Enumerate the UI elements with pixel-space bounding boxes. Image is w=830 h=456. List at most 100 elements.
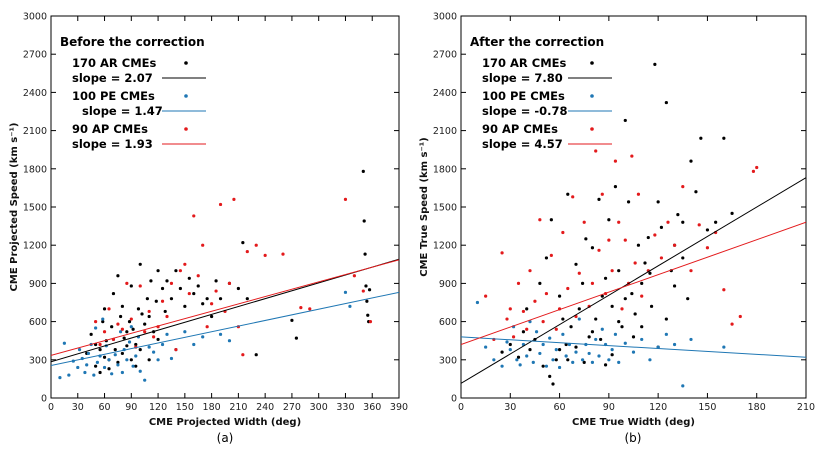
data-point-ap <box>516 281 521 285</box>
y-tick-label: 2400 <box>433 88 457 99</box>
data-point-ap <box>528 269 532 273</box>
legend-marker-ap <box>184 127 188 131</box>
data-point-ap <box>566 286 570 291</box>
data-point-ap <box>214 289 218 293</box>
data-point-ar <box>120 351 124 356</box>
data-point-pe <box>505 340 509 344</box>
data-point-ar <box>584 237 588 241</box>
legend-marker-pe <box>184 94 188 98</box>
data-point-ap <box>107 307 111 311</box>
data-point-ap <box>549 253 553 257</box>
x-tick-label: 60 <box>554 402 566 413</box>
data-point-pe <box>92 373 96 377</box>
data-point-ar <box>569 325 573 329</box>
data-point-pe <box>113 353 117 357</box>
data-point-pe <box>607 358 611 362</box>
data-point-pe <box>143 378 147 382</box>
data-point-pe <box>574 350 578 354</box>
data-point-ap <box>183 262 187 266</box>
data-point-ap <box>600 192 604 196</box>
data-point-ap <box>178 269 182 273</box>
data-point-ar <box>154 299 158 303</box>
data-point-pe <box>192 342 196 347</box>
data-point-ar <box>599 337 603 342</box>
data-point-pe <box>541 342 545 347</box>
legend-label-ap: 90 AP CMEs <box>72 122 148 136</box>
data-point-ap <box>705 246 710 250</box>
data-point-ar <box>120 304 124 308</box>
data-point-pe <box>134 354 138 358</box>
data-point-ap <box>165 314 169 319</box>
data-point-pe <box>129 325 133 329</box>
data-point-pe <box>147 345 151 349</box>
y-tick-label: 1200 <box>433 241 457 252</box>
legend-label-ar: 170 AR CMEs <box>72 56 157 70</box>
y-axis-label: CME Projected Speed (km s⁻¹) <box>9 123 20 292</box>
data-point-ar <box>603 276 608 280</box>
data-point-ar <box>528 348 532 352</box>
data-point-pe <box>531 360 535 364</box>
data-point-pe <box>561 332 565 336</box>
data-point-ap <box>210 302 214 306</box>
data-point-pe <box>169 356 174 361</box>
data-point-ap <box>227 281 232 285</box>
data-point-ap <box>152 335 156 339</box>
data-point-ap <box>352 274 356 278</box>
data-point-pe <box>648 358 652 362</box>
data-point-ar <box>178 286 182 291</box>
data-point-pe <box>580 358 585 362</box>
data-point-pe <box>518 363 522 367</box>
data-point-ar <box>366 313 370 317</box>
data-point-ap <box>755 165 759 170</box>
data-point-ar <box>525 307 529 311</box>
data-point-pe <box>664 332 668 336</box>
data-point-pe <box>534 330 539 334</box>
x-tick-label: 240 <box>256 402 274 413</box>
data-point-ar <box>364 284 368 288</box>
data-point-ar <box>156 269 160 273</box>
data-point-ap <box>94 320 98 324</box>
data-point-ap <box>541 320 545 324</box>
data-point-pe <box>218 332 223 336</box>
legend-slope-pe: slope = -0.78 <box>482 104 568 118</box>
y-tick-label: 600 <box>439 317 457 328</box>
data-point-pe <box>343 290 348 294</box>
data-point-ar <box>557 294 562 298</box>
data-point-ap <box>147 309 151 314</box>
data-point-ar <box>626 200 631 204</box>
data-point-pe <box>86 351 91 356</box>
data-point-pe <box>640 337 644 342</box>
data-point-pe <box>62 341 66 345</box>
legend-slope-ap: slope = 1.93 <box>72 137 153 151</box>
data-point-pe <box>76 365 80 370</box>
data-point-ar <box>630 291 634 296</box>
data-point-ap <box>561 230 565 235</box>
data-point-ap <box>500 251 504 255</box>
series-pe-points <box>475 300 726 388</box>
y-tick-label: 1500 <box>23 203 47 214</box>
data-point-ap <box>623 238 627 242</box>
data-point-ar <box>623 297 627 301</box>
x-tick-label: 360 <box>363 402 381 413</box>
data-point-ar <box>643 261 647 265</box>
x-tick-label: 90 <box>603 402 615 413</box>
x-tick-label: 90 <box>125 402 137 413</box>
data-point-pe <box>110 372 114 376</box>
data-point-ar <box>554 358 558 362</box>
data-point-ap <box>169 281 174 285</box>
data-point-pe <box>125 358 129 362</box>
data-point-pe <box>160 342 165 347</box>
data-point-ar <box>138 262 142 266</box>
fit-line-ap <box>461 221 806 345</box>
data-point-ap <box>299 305 303 310</box>
data-point-ap <box>571 195 575 199</box>
data-point-ar <box>597 197 601 201</box>
data-point-pe <box>116 363 120 367</box>
x-tick-label: 180 <box>203 402 221 413</box>
legend-marker-ap <box>590 127 594 131</box>
data-point-pe <box>587 351 591 356</box>
data-point-ar <box>676 213 680 217</box>
data-point-pe <box>597 354 601 358</box>
data-point-ar <box>196 284 200 288</box>
